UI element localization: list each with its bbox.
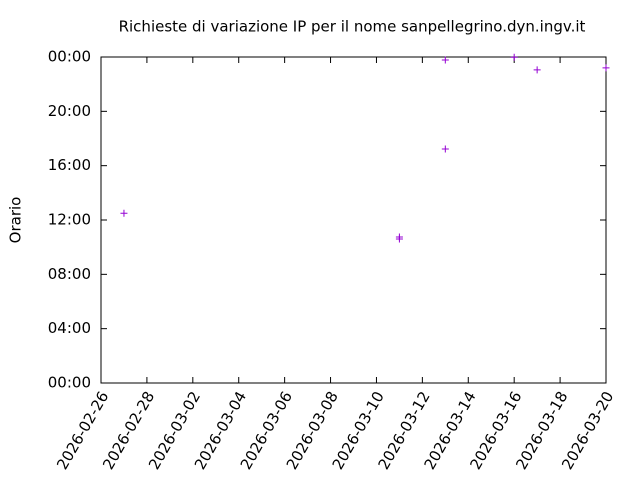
data-point — [510, 53, 518, 61]
y-tick-label: 00:00 — [48, 48, 91, 66]
y-axis-label: Orario — [7, 197, 25, 244]
data-point — [120, 209, 128, 217]
y-tick-label: 00:00 — [48, 374, 91, 392]
y-tick-label: 20:00 — [48, 102, 91, 120]
data-point — [533, 66, 541, 74]
data-point — [441, 145, 449, 153]
y-tick-label: 08:00 — [48, 265, 91, 283]
y-tick-label: 12:00 — [48, 211, 91, 229]
y-tick-label: 16:00 — [48, 156, 91, 174]
data-point — [441, 56, 449, 64]
data-point — [602, 64, 610, 72]
data-point — [395, 235, 403, 243]
chart-title: Richieste di variazione IP per il nome s… — [119, 18, 586, 36]
y-tick-label: 04:00 — [48, 319, 91, 337]
